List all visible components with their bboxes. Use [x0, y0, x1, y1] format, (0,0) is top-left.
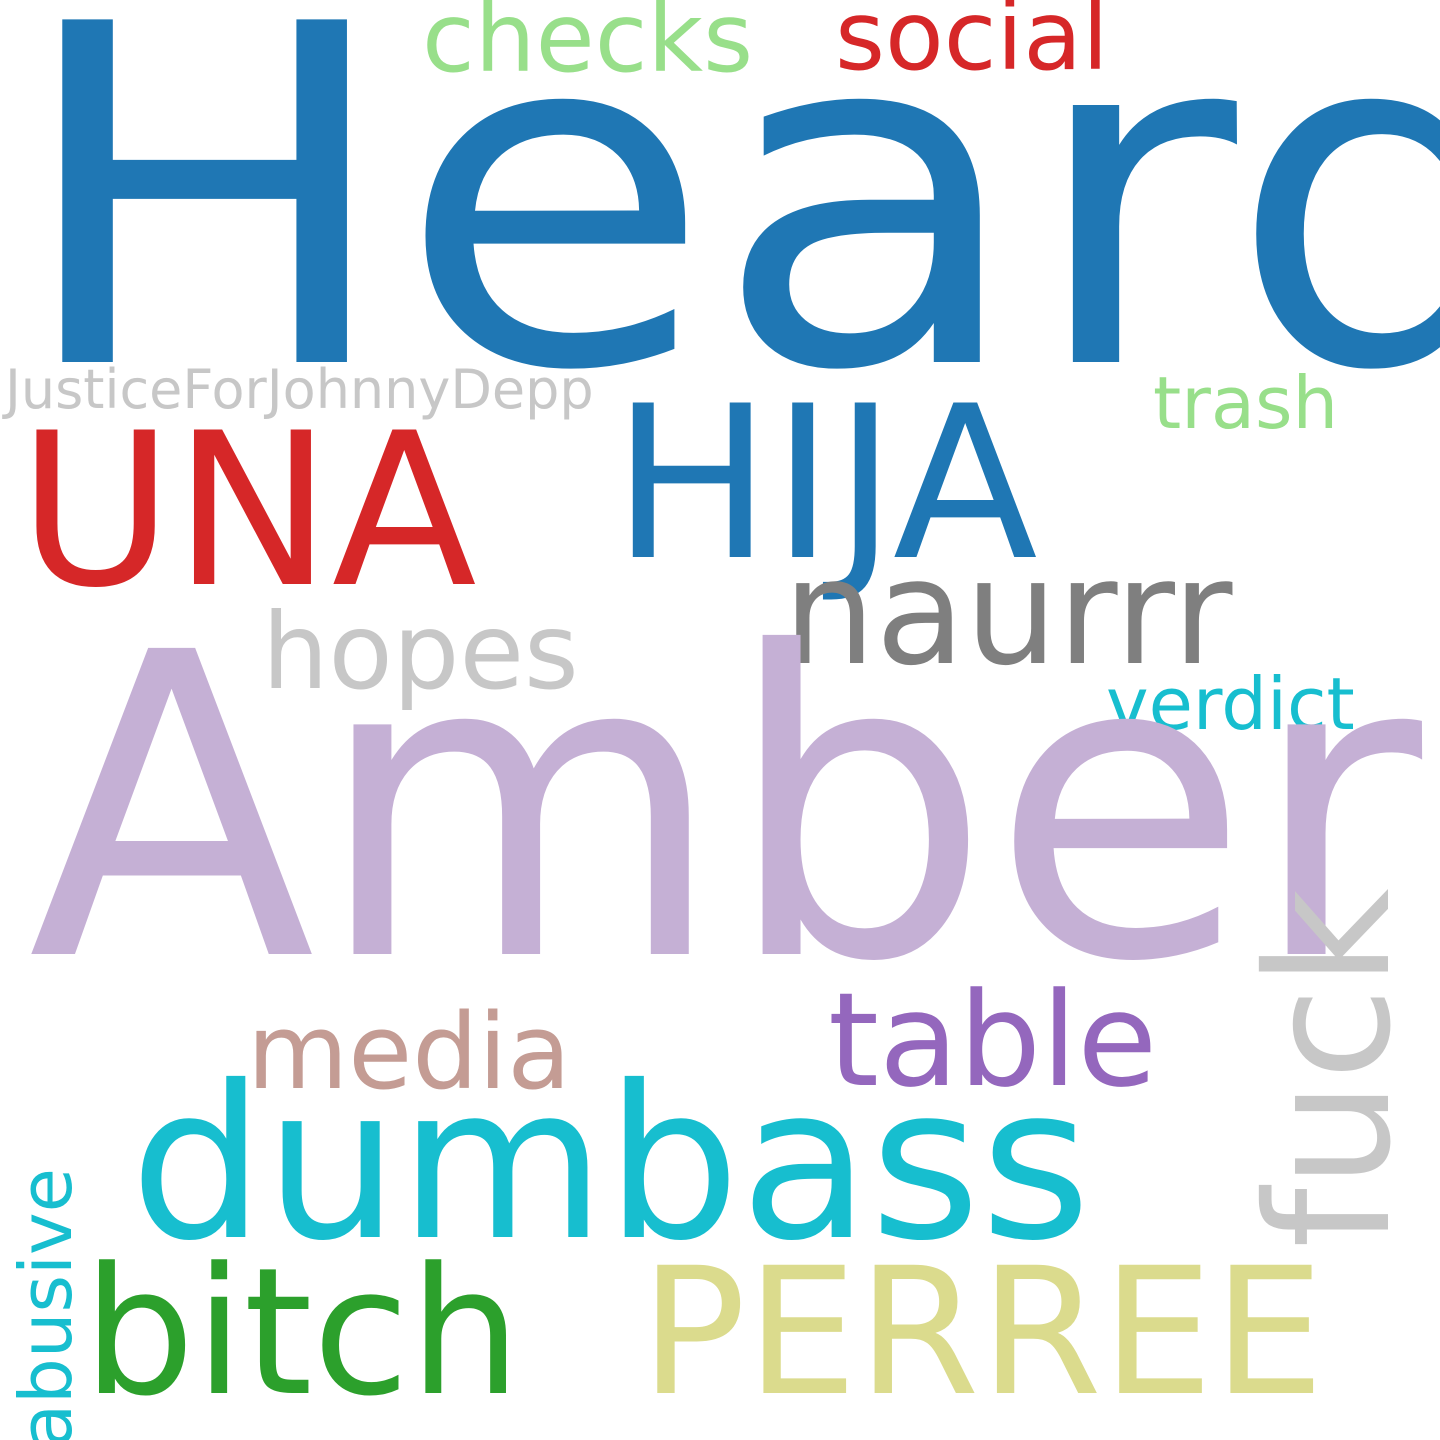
word-perree: PERREE	[640, 1230, 1325, 1435]
word-justicefor: JusticeForJohnnyDepp	[5, 358, 594, 421]
word-una: UNA	[18, 387, 477, 634]
word-media: media	[247, 991, 571, 1113]
word-verdict: verdict	[1106, 662, 1355, 746]
word-social: social	[835, 0, 1109, 92]
word-table: table	[828, 964, 1158, 1116]
word-naurrr: naurrr	[783, 528, 1233, 698]
word-bitch: bitch	[83, 1230, 521, 1435]
word-hopes: hopes	[262, 591, 579, 713]
word-hija: HIJA	[612, 360, 1038, 607]
word-fuck: fuck	[1231, 888, 1429, 1248]
word-trash: trash	[1153, 361, 1339, 445]
word-abusive: abusive	[4, 1168, 88, 1440]
word-amber: Amber	[28, 565, 1423, 1054]
word-checks: checks	[422, 0, 754, 94]
word-dumbass: dumbass	[130, 1040, 1091, 1287]
word-heard: Heard	[12, 0, 1440, 473]
